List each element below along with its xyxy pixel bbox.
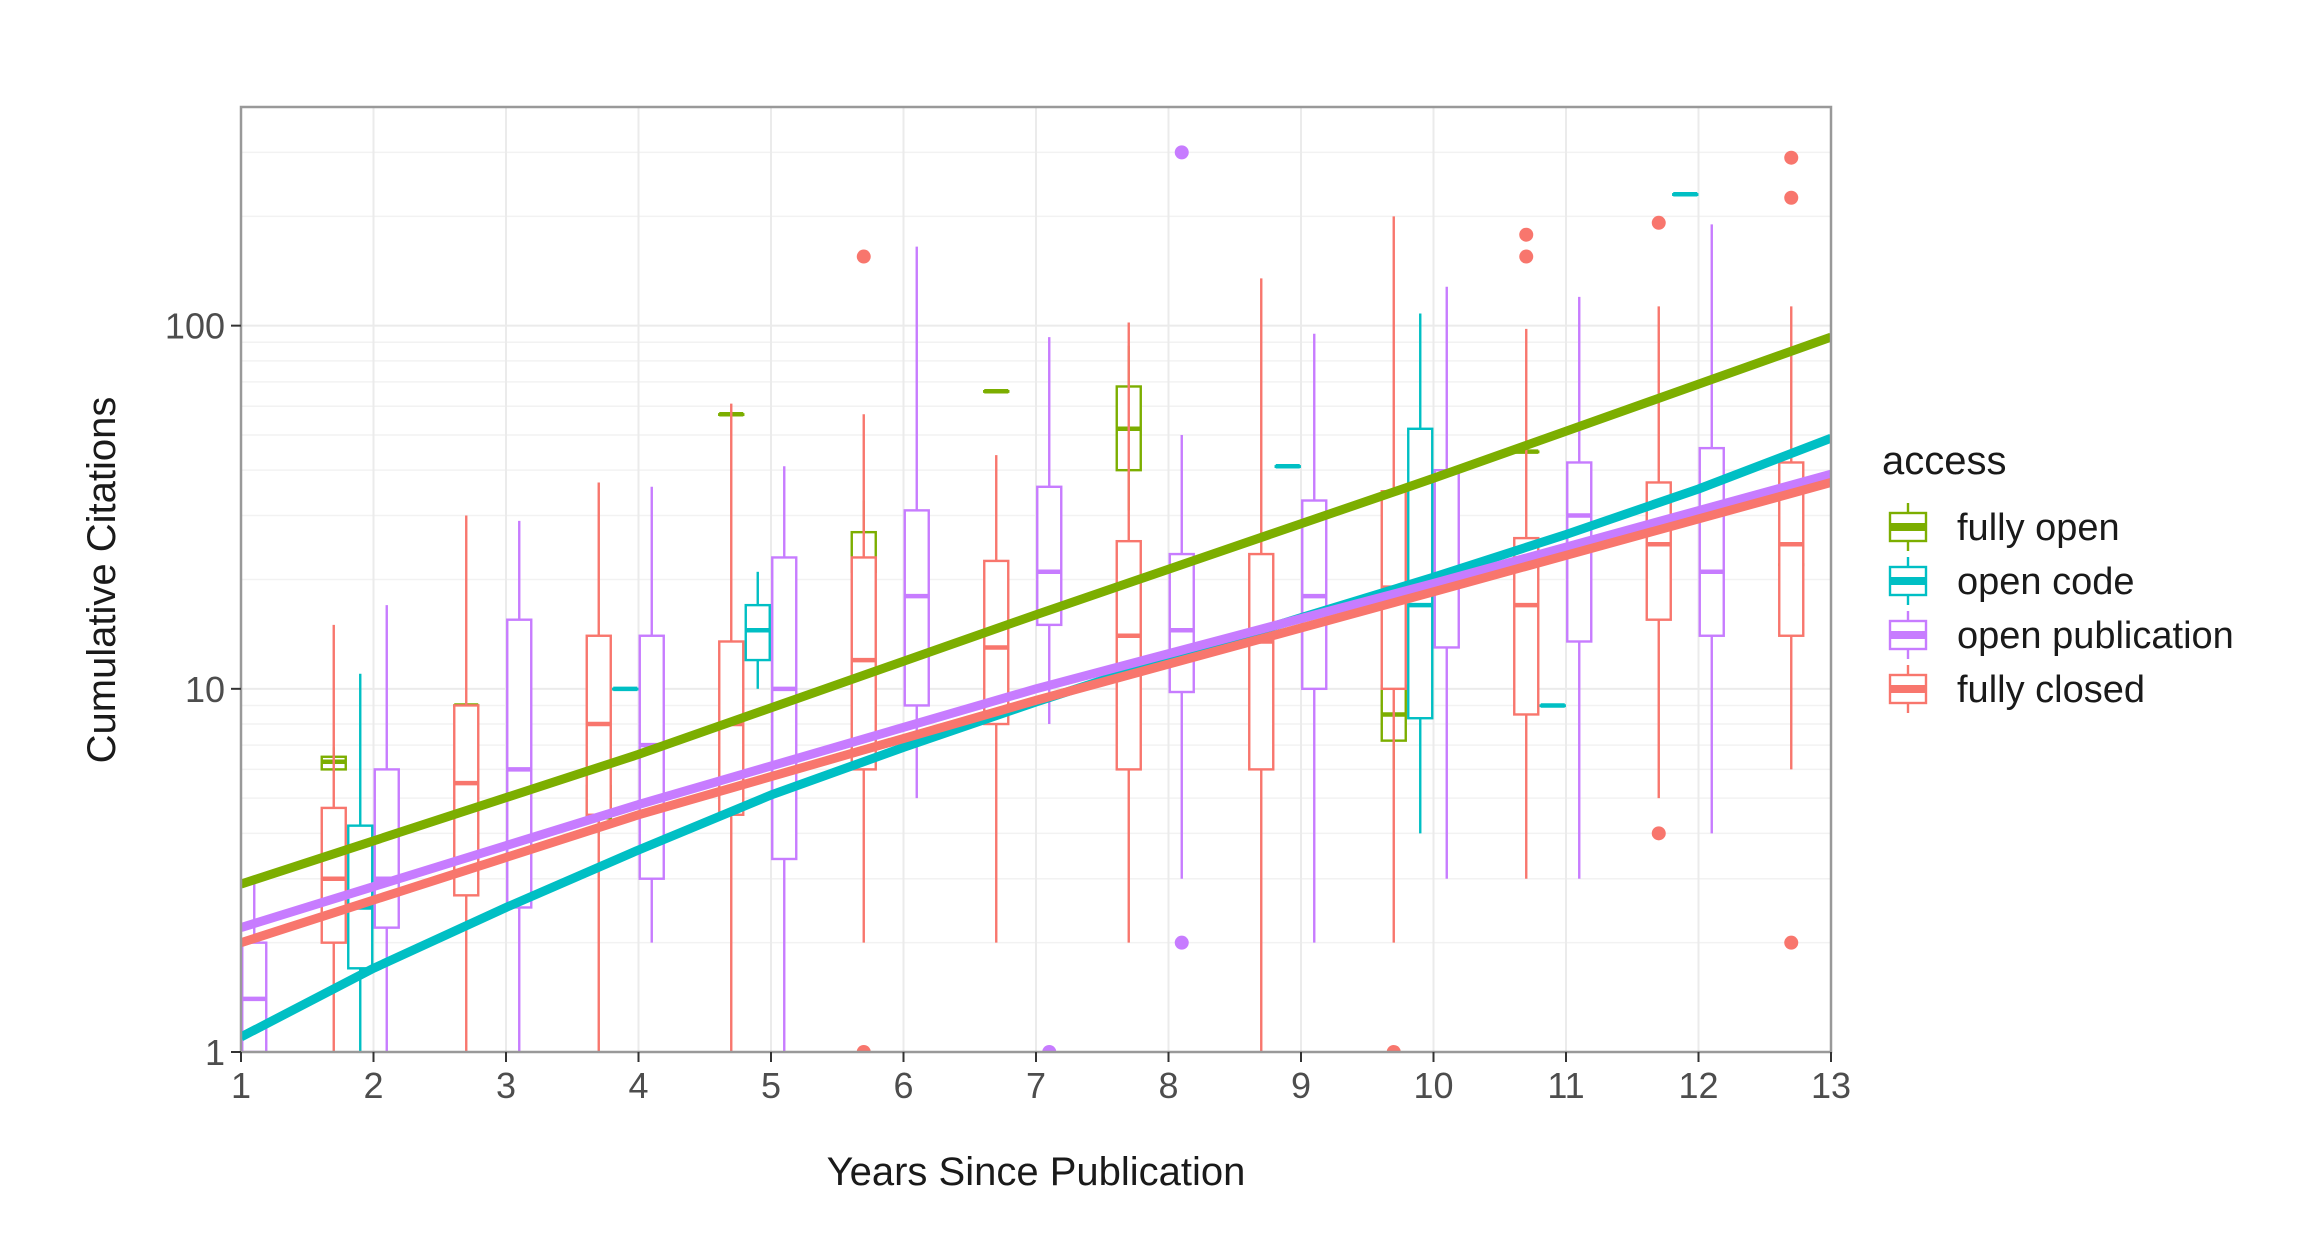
x-axis: 1 2 3 4 5 6 7 8 9 10 11 12 13 [231, 1052, 1851, 1106]
x-tick-label: 9 [1291, 1065, 1311, 1106]
legend-item-open-publication: open publication [1888, 611, 2234, 659]
x-tick-label: 7 [1026, 1065, 1046, 1106]
x-tick-label: 12 [1678, 1065, 1718, 1106]
box-open-publication [1168, 434, 1195, 879]
outlier-point [1784, 190, 1799, 205]
legend-label-open-code: open code [1957, 561, 2135, 603]
box-open-code [1274, 464, 1301, 469]
box-iqr [1248, 552, 1275, 771]
legend-label-fully-closed: fully closed [1957, 669, 2145, 711]
y-axis-title: Cumulative Citations [80, 397, 124, 764]
outlier-point [1174, 145, 1189, 160]
outlier-point [1042, 1045, 1057, 1052]
x-tick-label: 2 [363, 1065, 383, 1106]
box-open-code [744, 571, 771, 689]
legend-label-open-publication: open publication [1957, 615, 2234, 657]
box-fully-closed [585, 482, 612, 1052]
box-open-code [1672, 192, 1699, 197]
outlier-point [1784, 150, 1799, 165]
legend-item-open-code: open code [1888, 557, 2135, 605]
outlier-point [856, 1045, 871, 1052]
x-tick-label: 8 [1158, 1065, 1178, 1106]
outlier-point [1519, 249, 1534, 264]
box-open-code [612, 686, 639, 692]
legend: access fully open open code open publicati… [1882, 439, 2234, 713]
x-tick-label: 10 [1413, 1065, 1453, 1106]
box-iqr [1036, 485, 1063, 627]
outlier-point [1651, 826, 1666, 841]
box-iqr [903, 509, 930, 707]
box-iqr [506, 618, 533, 909]
legend-item-fully-closed: fully closed [1888, 665, 2145, 713]
y-tick-label: 1 [205, 1032, 225, 1073]
trend-line-open-publication [241, 469, 1831, 932]
box-fully-open [983, 388, 1010, 394]
y-tick-label: 100 [165, 306, 225, 347]
box-iqr [1407, 427, 1434, 720]
box-open-publication [1433, 286, 1460, 879]
x-tick-label: 6 [893, 1065, 913, 1106]
box-iqr [320, 806, 347, 944]
outlier-point [1519, 227, 1534, 242]
y-tick-label: 10 [185, 669, 225, 710]
outlier-point [1651, 215, 1666, 230]
box-fully-closed [1248, 278, 1275, 1052]
legend-title: access [1882, 439, 2007, 483]
box-open-publication [1301, 333, 1328, 943]
box-iqr [1433, 468, 1460, 649]
x-tick-label: 5 [761, 1065, 781, 1106]
x-axis-title: Years Since Publication [827, 1150, 1246, 1194]
box-open-code [1539, 703, 1566, 708]
x-tick-label: 13 [1811, 1065, 1851, 1106]
trend-line-fully-closed [241, 478, 1831, 947]
y-axis: 1 10 100 [165, 306, 241, 1073]
outlier-point [1784, 935, 1799, 950]
x-tick-label: 3 [496, 1065, 516, 1106]
box-iqr [744, 603, 771, 662]
outlier-point [1174, 935, 1189, 950]
x-tick-label: 1 [231, 1065, 251, 1106]
legend-label-fully-open: fully open [1957, 507, 2120, 549]
x-tick-label: 4 [628, 1065, 648, 1106]
box-open-publication [1036, 337, 1063, 725]
box-open-publication [903, 246, 930, 799]
plot-content [241, 145, 1831, 1052]
box-open-publication [506, 520, 533, 1052]
box-iqr [1168, 552, 1195, 694]
outlier-point [1386, 1045, 1401, 1052]
outlier-point [856, 249, 871, 264]
x-tick-label: 11 [1547, 1065, 1584, 1106]
box-iqr [373, 768, 400, 929]
legend-item-fully-open: fully open [1888, 503, 2120, 551]
trend-line-fully-open [241, 332, 1831, 889]
plot-panel [239, 105, 1833, 1054]
box-fully-closed [320, 624, 347, 1052]
trend-lines [241, 332, 1831, 1041]
